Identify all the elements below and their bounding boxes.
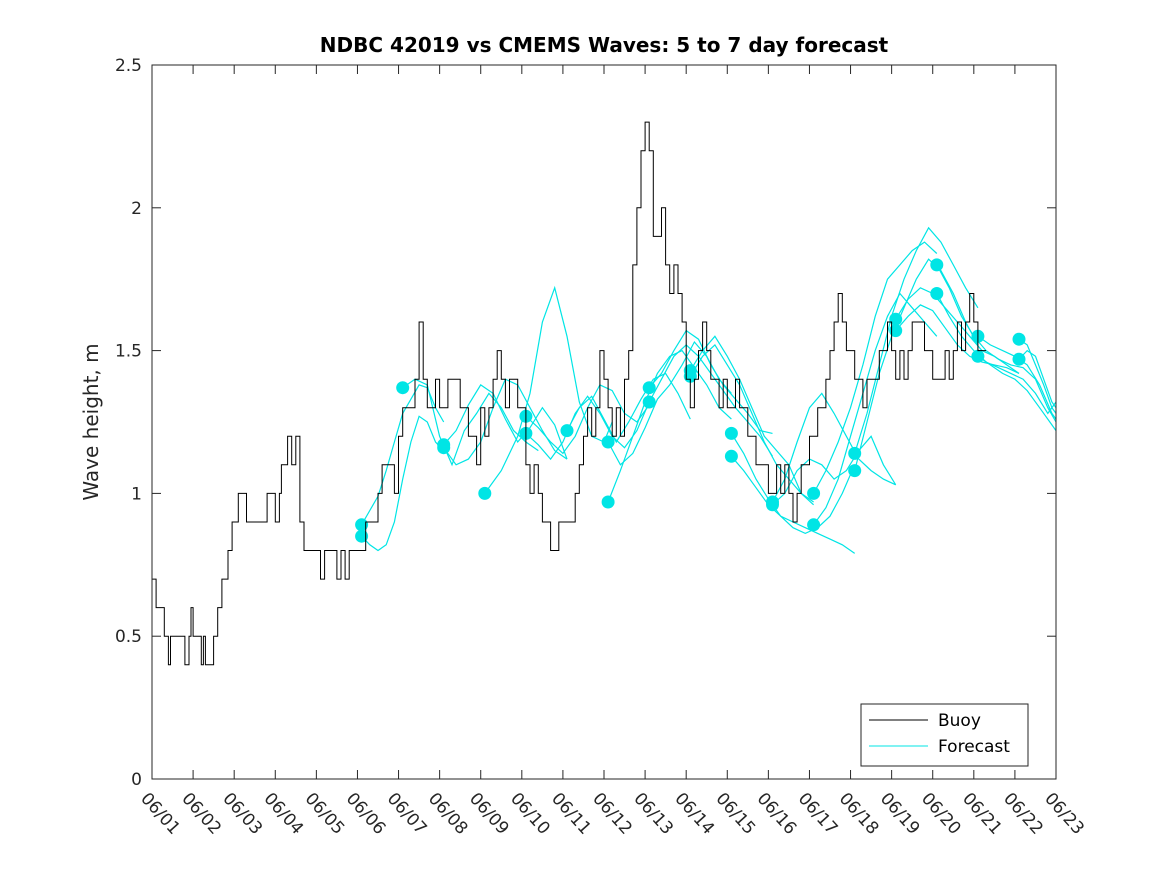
legend-box [860, 703, 1029, 767]
y-tick-label: 2.5 [115, 56, 142, 76]
forecast-run-line [689, 343, 815, 506]
legend-label-buoy: Buoy [938, 711, 981, 731]
forecast-run-line [854, 226, 979, 454]
forecast-start-point [807, 518, 821, 532]
forecast-start-point [642, 381, 656, 395]
forecast-run-line [607, 349, 732, 503]
forecast-start-point [848, 446, 862, 460]
y-axis: 0 0.5 1 1.5 2 2.5 [115, 56, 1056, 790]
forecast-run-line [1018, 338, 1057, 414]
forecast-run-line [977, 355, 1057, 431]
y-tick-label: 0 [131, 770, 142, 790]
forecast-run-line [730, 455, 856, 535]
forecast-run-line [361, 415, 445, 552]
forecast-start-point [807, 486, 821, 500]
buoy-series [152, 121, 987, 666]
forecast-start-point [642, 395, 656, 409]
forecast-start-point [478, 486, 492, 500]
forecast-run-line [771, 392, 896, 503]
forecast-start-point [355, 518, 369, 532]
forecast-start-point [930, 258, 944, 272]
forecast-start-point [560, 424, 574, 438]
forecast-run-line [772, 435, 897, 506]
forecast-start-point [848, 464, 862, 478]
forecast-start-point [724, 449, 738, 463]
legend-label-forecast: Forecast [938, 737, 1010, 757]
forecast-start-point [355, 529, 369, 543]
forecast-start-point [601, 435, 615, 449]
chart-title: NDBC 42019 vs CMEMS Waves: 5 to 7 day fo… [320, 33, 889, 57]
y-axis-label: Wave height, m [79, 343, 103, 500]
forecast-run-line [566, 372, 691, 444]
forecast-run-line [813, 241, 938, 494]
forecast-start-point [396, 381, 410, 395]
buoy-line [152, 121, 987, 666]
forecast-start-point [766, 498, 779, 512]
forecast-run-line [689, 335, 814, 503]
forecast-run-line [854, 258, 979, 471]
y-tick-label: 2 [131, 199, 142, 219]
y-tick-label: 0.5 [115, 627, 142, 647]
forecast-start-point [930, 287, 944, 300]
forecast-start-point [889, 312, 903, 326]
forecast-start-point [1012, 352, 1026, 366]
forecast-run-line [484, 285, 613, 494]
forecast-run-line [1018, 349, 1057, 409]
forecast-run-line [525, 395, 650, 461]
forecast-start-point [889, 324, 903, 338]
forecast-run-line [936, 264, 1057, 423]
forecast-start-point [971, 349, 985, 363]
forecast-start-point [601, 495, 615, 509]
y-tick-label: 1.5 [115, 342, 142, 362]
legend: Buoy Forecast [860, 703, 1029, 767]
plot-area [151, 64, 1057, 780]
forecast-start-point [437, 441, 451, 455]
forecast-start-point [724, 426, 738, 440]
forecast-start-point [1012, 332, 1026, 346]
y-tick-label: 1 [131, 484, 142, 504]
forecast-run-line [402, 378, 539, 467]
forecast-run-line [443, 384, 568, 460]
forecast-run-line [813, 292, 938, 526]
